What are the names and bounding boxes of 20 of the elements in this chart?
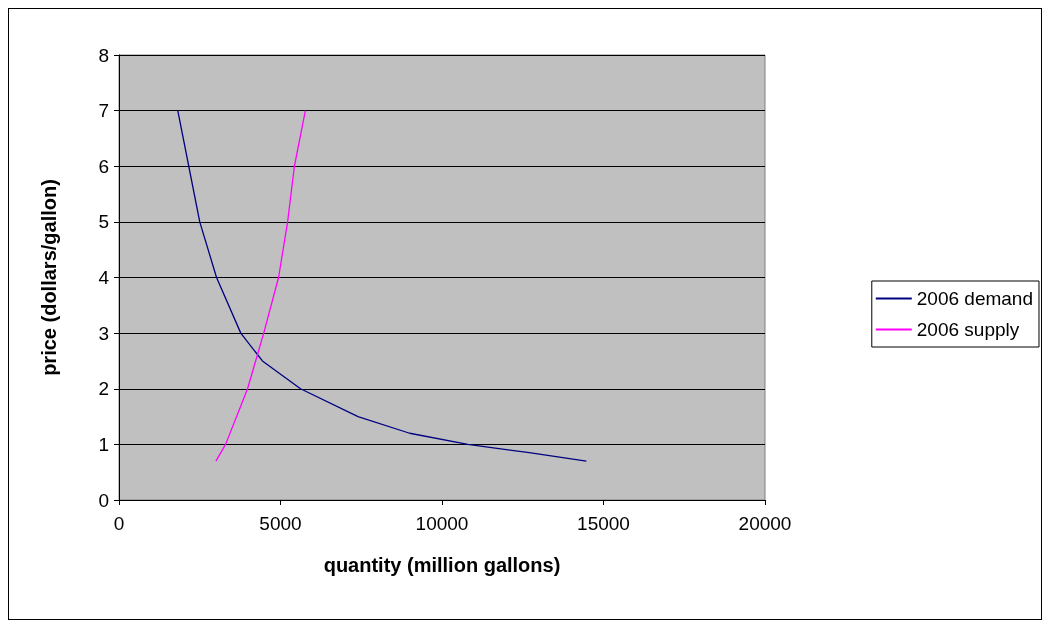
line-series — [177, 109, 588, 462]
x-tick-label: 20000 — [738, 513, 792, 534]
y-tick-label: 8 — [98, 44, 109, 66]
y-tick-label: 1 — [98, 433, 109, 455]
y-tick-label: 5 — [98, 211, 109, 233]
y-tick-label: 2 — [98, 378, 109, 400]
y-axis-title: price (dollars/gallon) — [38, 179, 60, 376]
y-tick-label: 4 — [98, 267, 110, 288]
legend-label: 2006 supply — [916, 319, 1020, 340]
y-tick-label: 6 — [98, 155, 109, 177]
y-tick-label: 0 — [98, 489, 109, 511]
legend-label: 2006 demand — [916, 288, 1034, 309]
x-tick-label: 5000 — [259, 513, 302, 534]
x-tick-label: 10000 — [415, 513, 469, 534]
y-tick-label: 7 — [98, 100, 109, 122]
x-tick-label: 15000 — [577, 513, 630, 534]
line-series — [215, 109, 307, 462]
x-tick-label: 0 — [113, 513, 125, 534]
x-axis-title: quantity (million gallons) — [323, 554, 561, 576]
y-tick-label: 3 — [98, 322, 109, 344]
